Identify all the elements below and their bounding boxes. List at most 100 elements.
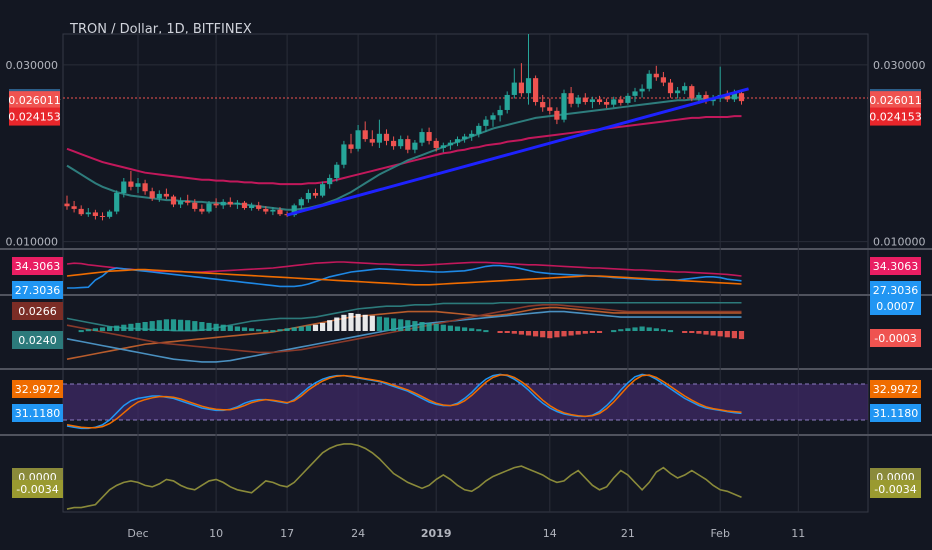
candle-body	[511, 82, 517, 95]
ribbon-histogram-bar	[327, 320, 333, 331]
ribbon-histogram-bar	[731, 331, 737, 339]
ribbon-histogram-bar	[220, 324, 226, 331]
ribbon-histogram-bar	[142, 322, 148, 331]
y-tick-label-right: 0.010000	[873, 236, 926, 249]
ribbon-histogram-bar	[107, 326, 113, 331]
candle-body	[270, 209, 276, 212]
candle-body	[355, 130, 361, 149]
candle-body	[561, 93, 567, 120]
ribbon-histogram-bar	[625, 328, 631, 331]
candle-body	[369, 139, 375, 143]
ribbon-histogram-bar	[497, 331, 503, 333]
dmi-label-right-0: 34.3063	[870, 257, 921, 275]
candle-body	[327, 177, 333, 185]
ribbon-histogram-bar	[391, 318, 397, 331]
ribbon-histogram-bar	[334, 317, 340, 331]
ribbon-histogram-bar	[476, 329, 482, 332]
candle-body	[241, 202, 248, 209]
candle-body	[625, 95, 631, 103]
ribbon-histogram-bar	[412, 321, 418, 331]
candle-body	[731, 93, 737, 100]
ribbon-histogram-bar	[227, 325, 233, 331]
x-tick-label: Feb	[710, 527, 729, 540]
candle-body	[589, 99, 595, 103]
candle-body	[234, 202, 240, 205]
price-label-left-1: 0.026011	[8, 91, 61, 110]
ribbon-histogram-bar	[149, 321, 155, 331]
candle-body	[398, 139, 404, 147]
candle-body	[85, 212, 91, 215]
ribbon-histogram-bar	[320, 322, 326, 331]
ribbon-histogram-bar	[178, 319, 184, 331]
candle-body	[724, 94, 730, 100]
candle-body	[128, 181, 134, 187]
price-label-right-1-text: 0.026011	[869, 94, 922, 107]
stoch-label-right-0-text: 32.9972	[873, 383, 919, 396]
dmi-label-right-0-text: 34.3063	[873, 260, 919, 273]
ribbon-histogram-bar	[717, 331, 723, 337]
stoch-label-left-1-bg	[12, 404, 63, 422]
candle-body	[540, 102, 546, 108]
ribbon-histogram-bar	[121, 324, 127, 331]
candle-body	[383, 133, 390, 141]
price-label-left-2-bg	[9, 107, 60, 126]
ribbon-histogram-bar	[92, 328, 98, 331]
stoch-label-left-0-bg	[12, 380, 63, 398]
candle-body	[433, 140, 439, 148]
ribbon-histogram-bar	[447, 325, 453, 331]
candle-body	[320, 184, 326, 196]
ribbon-histogram-bar	[667, 330, 674, 333]
candle-body	[227, 201, 233, 205]
price-label-left-1-text: 0.026011	[8, 94, 61, 107]
price-label-left-2-text: 0.024153	[8, 111, 61, 124]
stoch-label-right-1-bg	[870, 404, 921, 422]
ribbon-label-left-0-bg	[12, 302, 63, 320]
candle-body	[504, 94, 510, 110]
candle-body	[604, 102, 610, 105]
ribbon-histogram-bar	[355, 313, 361, 331]
price-label-left-1-bg	[9, 91, 60, 110]
ribbon-histogram-bar	[710, 331, 716, 336]
ribbon-histogram-bar	[462, 327, 468, 331]
candle-body	[263, 208, 269, 212]
dmi-label-right-1-text: 27.3036	[873, 284, 919, 297]
ribbon-series-2	[66, 310, 742, 363]
y-tick-label-right: 0.030000	[873, 59, 926, 72]
candle-body	[277, 209, 283, 215]
oscillator-series-0	[66, 443, 742, 510]
candle-body	[653, 73, 659, 78]
ribbon-histogram-bar	[639, 326, 645, 331]
moving-average-short	[66, 96, 742, 211]
dmi-label-left-0: 34.3063	[12, 257, 63, 275]
ribbon-histogram-bar	[163, 319, 169, 331]
candle-body	[99, 215, 106, 217]
dmi-label-left-1: 27.3036	[12, 281, 63, 299]
dmi-label-right-0-bg	[870, 257, 921, 275]
ribbon-histogram-bar	[696, 331, 702, 334]
candle-body	[689, 86, 695, 99]
ribbon-histogram-bar	[561, 331, 567, 337]
candle-body	[618, 99, 624, 103]
candle-body	[596, 99, 603, 103]
candle-body	[149, 191, 155, 199]
candle-body	[490, 115, 496, 120]
stochastic-series-1	[66, 374, 742, 429]
candle-body	[249, 205, 255, 209]
ribbon-histogram-bar	[213, 323, 219, 331]
candle-body	[92, 212, 98, 216]
stoch-label-right-1-text: 31.1180	[873, 407, 919, 420]
ribbon-label-right-0: 0.0007	[870, 297, 921, 315]
ribbon-label-left-0: 0.0266	[12, 302, 63, 320]
stochastic-band	[63, 384, 868, 420]
candle-body	[341, 144, 347, 165]
candle-body	[703, 94, 709, 102]
osc-label-right-1: -0.0034	[870, 480, 921, 498]
candle-body	[575, 97, 581, 104]
candle-body	[192, 202, 198, 209]
candle-body	[667, 82, 674, 94]
ribbon-histogram-bar	[653, 328, 659, 331]
ribbon-histogram-bar	[234, 326, 240, 331]
candle-body	[312, 193, 319, 196]
stochastic-series-0	[66, 373, 742, 430]
